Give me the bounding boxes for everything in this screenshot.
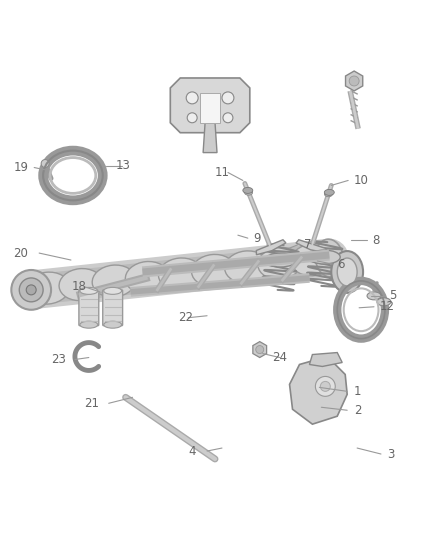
Ellipse shape [125, 262, 169, 294]
Text: 12: 12 [380, 300, 395, 313]
Ellipse shape [315, 239, 343, 277]
Ellipse shape [265, 253, 297, 267]
Ellipse shape [258, 247, 301, 279]
Polygon shape [290, 357, 347, 424]
Ellipse shape [80, 287, 98, 294]
Ellipse shape [337, 258, 357, 286]
Polygon shape [253, 342, 267, 358]
Ellipse shape [104, 287, 122, 294]
Ellipse shape [377, 298, 391, 306]
Text: 3: 3 [387, 448, 394, 461]
Ellipse shape [59, 269, 102, 301]
Text: 22: 22 [178, 311, 193, 324]
Circle shape [222, 92, 234, 104]
Circle shape [349, 76, 359, 86]
Text: 5: 5 [389, 289, 396, 302]
Text: 19: 19 [13, 161, 28, 174]
Ellipse shape [26, 272, 70, 304]
Text: 1: 1 [354, 385, 362, 398]
Ellipse shape [243, 188, 253, 193]
Ellipse shape [324, 189, 334, 196]
FancyBboxPatch shape [79, 290, 99, 326]
Ellipse shape [331, 251, 363, 293]
Text: 2: 2 [354, 403, 362, 417]
Ellipse shape [308, 250, 340, 264]
Text: 4: 4 [189, 445, 196, 457]
Text: 9: 9 [253, 232, 260, 245]
Polygon shape [296, 240, 326, 253]
Circle shape [187, 113, 197, 123]
Text: 10: 10 [354, 174, 369, 187]
Polygon shape [200, 93, 220, 123]
FancyBboxPatch shape [103, 290, 123, 326]
Circle shape [315, 376, 335, 397]
Polygon shape [346, 71, 363, 91]
Ellipse shape [244, 190, 253, 195]
Circle shape [223, 113, 233, 123]
Ellipse shape [291, 244, 335, 276]
Ellipse shape [367, 292, 381, 300]
Circle shape [11, 270, 51, 310]
Text: 18: 18 [71, 280, 86, 293]
Text: 6: 6 [337, 257, 345, 271]
Polygon shape [309, 352, 342, 367]
Circle shape [41, 159, 49, 167]
Circle shape [186, 92, 198, 104]
Text: 7: 7 [304, 238, 312, 251]
Circle shape [256, 345, 264, 353]
Circle shape [26, 285, 36, 295]
Text: 11: 11 [215, 166, 230, 179]
Ellipse shape [92, 265, 136, 297]
Text: 24: 24 [272, 351, 286, 364]
Ellipse shape [191, 254, 235, 286]
Text: 21: 21 [84, 397, 99, 410]
Circle shape [19, 278, 43, 302]
Ellipse shape [325, 192, 332, 197]
Ellipse shape [80, 321, 98, 328]
Ellipse shape [225, 251, 268, 283]
Polygon shape [256, 240, 286, 255]
Polygon shape [170, 78, 250, 133]
Ellipse shape [104, 321, 122, 328]
Circle shape [320, 382, 330, 391]
Ellipse shape [159, 258, 202, 290]
Text: 8: 8 [372, 233, 379, 247]
Text: 13: 13 [116, 159, 131, 172]
Text: 20: 20 [13, 247, 28, 260]
Text: 23: 23 [51, 353, 66, 366]
Polygon shape [203, 123, 217, 152]
